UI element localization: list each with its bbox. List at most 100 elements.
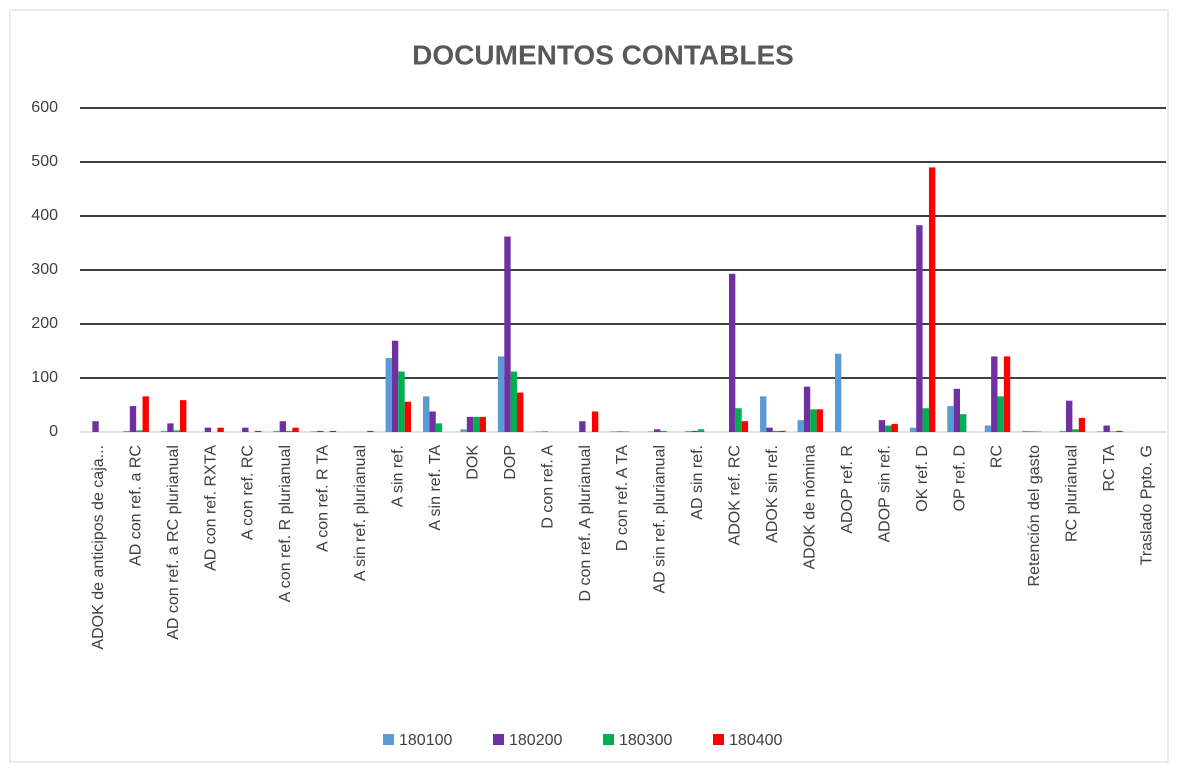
bar [647, 431, 655, 432]
x-tick-label: RC [989, 445, 1006, 468]
y-tick-label: 400 [31, 207, 58, 224]
bar [435, 423, 443, 432]
bar [909, 427, 917, 432]
bar [136, 430, 143, 432]
y-tick-label: 300 [31, 261, 58, 278]
y-tick-label: 500 [31, 153, 58, 170]
bar [1097, 431, 1104, 432]
bar [217, 427, 224, 432]
bar [1116, 430, 1123, 432]
bar [735, 408, 742, 432]
bar [391, 340, 399, 432]
bar [691, 430, 698, 432]
x-tick-label: RC plurianual [1064, 445, 1081, 542]
bar [367, 430, 374, 432]
bar [834, 353, 842, 432]
y-tick-label: 200 [31, 315, 58, 332]
legend-swatch [493, 734, 504, 745]
bar [167, 423, 174, 432]
bar [953, 388, 961, 432]
bar [610, 431, 617, 432]
bar [517, 392, 524, 432]
x-tick-label: A con ref. RC [240, 445, 257, 540]
bar [129, 406, 137, 432]
legend-swatch [713, 734, 724, 745]
bar [1022, 430, 1029, 432]
bar [473, 416, 480, 432]
bar [741, 421, 749, 432]
bar [204, 427, 212, 432]
x-tick-label: A sin ref. TA [427, 445, 444, 531]
x-tick-label: D con ref. A [539, 445, 556, 529]
x-tick-label: AD sin ref. [689, 445, 706, 520]
bar [429, 411, 436, 432]
bar [579, 421, 586, 432]
bar [160, 430, 168, 432]
bar [1103, 425, 1110, 432]
bar [922, 408, 929, 432]
bar [123, 430, 130, 432]
chart-border [9, 9, 1169, 763]
bar [654, 429, 661, 432]
bar [279, 421, 286, 432]
bar [504, 236, 511, 432]
bar [728, 273, 736, 432]
bar [510, 371, 518, 432]
bar [1066, 400, 1073, 432]
bar [997, 396, 1004, 432]
bar [803, 386, 811, 432]
x-tick-label: A sin ref. plurianual [352, 445, 369, 581]
x-tick-label: RC TA [1101, 445, 1118, 492]
legend-swatch [383, 734, 394, 745]
x-tick-label: A con ref. R TA [315, 445, 332, 552]
x-tick-label: ADOK ref. RC [727, 445, 744, 545]
bar [398, 371, 405, 432]
bar [760, 396, 767, 432]
bar [404, 401, 412, 432]
bar [285, 430, 293, 432]
bar [660, 430, 667, 432]
bar [329, 430, 337, 432]
x-tick-label: ADOP sin ref. [876, 445, 893, 543]
bar [1072, 429, 1079, 432]
bar [1034, 431, 1042, 432]
bar [616, 431, 623, 432]
x-tick-label: Traslado Ppto. G [1138, 445, 1155, 565]
y-tick-label: 100 [31, 369, 58, 386]
legend-label: 180400 [729, 732, 782, 749]
bar [1003, 356, 1011, 432]
bar [466, 416, 474, 432]
x-tick-label: D con ref. A TA [614, 445, 631, 551]
bar [1059, 430, 1067, 432]
x-tick-label: ADOK de nómina [801, 445, 818, 570]
bar [92, 421, 99, 432]
chart-title: DOCUMENTOS CONTABLES [412, 39, 794, 70]
bar [947, 406, 954, 432]
bar [423, 396, 430, 432]
bar [1028, 431, 1035, 432]
x-tick-label: Retención del gasto [1026, 445, 1043, 587]
bar [292, 427, 299, 432]
bar [810, 409, 817, 432]
bar [623, 431, 630, 432]
bar [779, 430, 786, 432]
bar [797, 420, 804, 432]
y-tick-label: 600 [31, 99, 58, 116]
bar [878, 420, 886, 432]
bar [385, 358, 392, 432]
bar [960, 414, 967, 432]
bar [1078, 417, 1086, 432]
bar [916, 225, 923, 432]
x-tick-label: AD con ref. a RC [127, 445, 144, 566]
x-tick-label: A sin ref. [390, 445, 407, 507]
x-tick-label: AD con ref. a RC plurianual [165, 445, 182, 640]
legend-swatch [603, 734, 614, 745]
bar [541, 431, 549, 432]
x-tick-label: ADOP ref. R [839, 445, 856, 534]
bar [460, 429, 467, 432]
bar [173, 430, 180, 432]
legend-label: 180200 [509, 732, 562, 749]
x-tick-label: A con ref. R plurianual [277, 445, 294, 602]
x-tick-label: ADOK sin ref. [764, 445, 781, 543]
x-tick-label: AD con ref. RXTA [202, 445, 219, 571]
